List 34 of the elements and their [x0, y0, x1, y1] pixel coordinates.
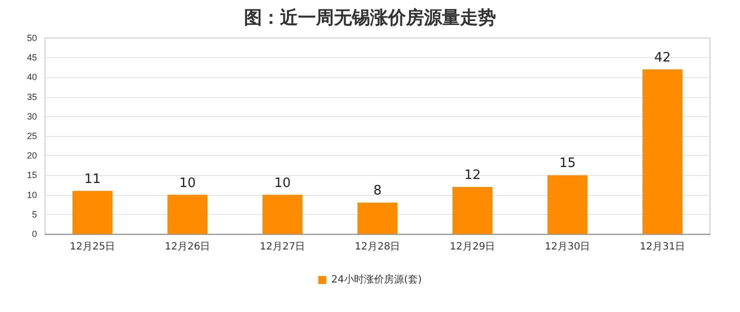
y-tick-label: 45 — [26, 52, 37, 63]
data-label: 10 — [179, 176, 196, 191]
y-tick-label: 30 — [26, 111, 37, 122]
y-tick-label: 50 — [26, 33, 37, 43]
legend-label: 24小时涨价房源(套) — [331, 274, 422, 286]
x-tick-label: 12月28日 — [354, 242, 400, 252]
y-tick-label: 10 — [26, 190, 37, 200]
bar — [548, 175, 588, 234]
data-label: 12 — [464, 168, 481, 183]
x-tick-label: 12月29日 — [450, 242, 496, 252]
y-tick-label: 40 — [26, 72, 37, 82]
data-label: 8 — [373, 184, 382, 199]
bar — [642, 69, 682, 234]
x-tick-label: 12月26日 — [164, 242, 210, 252]
data-label: 42 — [654, 50, 671, 66]
x-tick-label: 12月31日 — [640, 242, 686, 252]
y-tick-label: 5 — [32, 209, 37, 220]
y-tick-label: 15 — [26, 170, 37, 180]
x-tick-label: 12月27日 — [260, 242, 306, 252]
y-tick-label: 20 — [26, 150, 37, 161]
x-tick-label: 12月25日 — [70, 242, 116, 252]
data-label: 11 — [84, 172, 101, 187]
bar — [72, 190, 112, 234]
y-tick-label: 35 — [26, 92, 37, 102]
y-tick-label: 25 — [26, 131, 37, 141]
y-tick-label: 0 — [32, 229, 37, 239]
bar — [168, 194, 208, 234]
chart-title: 图：近一周无锡涨价房源量走势 — [244, 8, 496, 28]
data-label: 10 — [274, 176, 291, 191]
x-tick-label: 12月30日 — [544, 242, 590, 252]
bar — [452, 186, 492, 234]
bar — [358, 202, 398, 234]
data-label: 15 — [559, 156, 576, 172]
bar — [262, 194, 302, 234]
